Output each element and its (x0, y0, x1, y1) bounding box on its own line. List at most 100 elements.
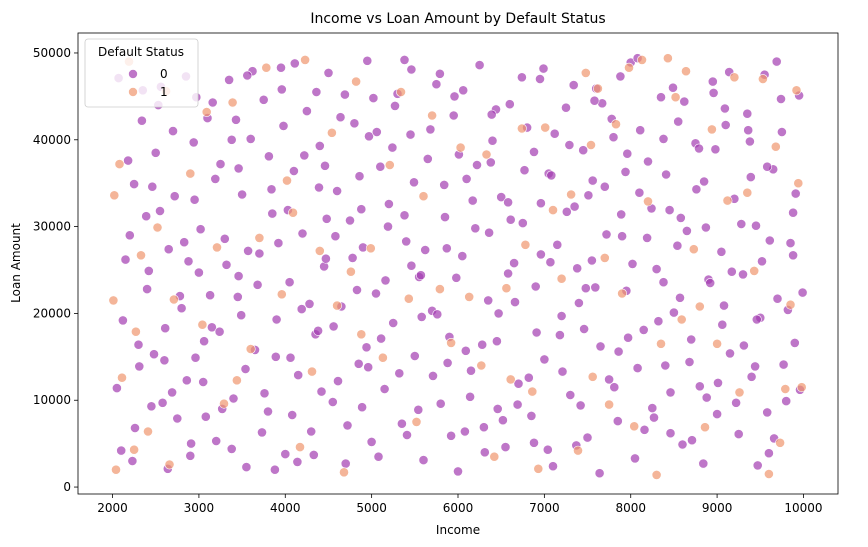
data-point-series-0 (460, 345, 471, 356)
data-point-series-0 (477, 339, 488, 350)
x-axis: 2000 3000 4000 5000 6000 7000 8000 9000 10000 (97, 494, 823, 515)
data-point-series-1 (356, 329, 367, 340)
data-point-series-0 (231, 114, 241, 125)
data-point-series-0 (188, 137, 199, 148)
data-point-series-1 (282, 175, 292, 186)
data-point-series-0 (200, 411, 211, 422)
data-point-series-0 (136, 115, 147, 126)
data-point-series-0 (716, 246, 727, 257)
data-point-series-0 (601, 229, 612, 240)
data-point-series-0 (579, 324, 589, 334)
data-point-series-0 (510, 297, 520, 307)
x-tick-label: 6000 (443, 501, 474, 515)
data-point-series-0 (555, 330, 565, 340)
data-point-series-0 (297, 228, 308, 239)
data-point-series-0 (416, 311, 427, 322)
data-point-series-1 (455, 142, 466, 153)
data-point-series-0 (638, 324, 649, 335)
data-point-series-0 (284, 277, 295, 288)
x-tick-label: 7000 (529, 501, 560, 515)
data-point-series-1 (791, 85, 802, 96)
data-point-series-0 (157, 397, 168, 408)
data-point-series-1 (351, 76, 361, 87)
data-point-series-1 (793, 178, 804, 189)
data-point-series-0 (733, 429, 744, 439)
data-point-series-0 (285, 352, 296, 363)
data-point-series-0 (380, 275, 391, 286)
data-point-series-0 (664, 205, 675, 215)
data-point-series-0 (583, 190, 594, 201)
data-point-series-0 (267, 208, 278, 219)
data-point-series-0 (226, 134, 237, 145)
data-point-series-1 (700, 422, 710, 433)
data-point-series-0 (457, 251, 468, 261)
data-point-series-0 (653, 316, 664, 327)
data-point-series-0 (742, 108, 753, 119)
data-point-series-0 (710, 144, 721, 155)
data-point-series-0 (568, 80, 579, 90)
data-point-series-0 (582, 432, 593, 443)
data-point-series-1 (556, 273, 567, 284)
data-point-series-0 (420, 245, 431, 255)
data-point-series-1 (164, 459, 175, 470)
data-point-series-0 (750, 361, 760, 372)
data-point-series-0 (642, 232, 652, 243)
data-point-series-0 (347, 252, 358, 263)
data-point-series-0 (630, 453, 640, 464)
data-point-series-0 (278, 121, 289, 131)
data-point-series-0 (147, 181, 158, 192)
data-point-series-0 (215, 159, 226, 169)
data-point-series-0 (362, 55, 373, 66)
data-point-series-1 (694, 301, 705, 312)
data-point-series-1 (231, 375, 242, 386)
data-point-series-0 (432, 309, 443, 320)
data-point-series-0 (232, 291, 243, 302)
data-point-series-0 (623, 332, 633, 343)
data-point-series-0 (271, 314, 282, 325)
data-point-series-0 (195, 224, 206, 235)
data-point-series-0 (673, 116, 684, 127)
data-point-series-0 (719, 300, 729, 311)
data-point-series-1 (108, 295, 119, 306)
data-point-series-1 (796, 382, 807, 393)
data-point-series-0 (356, 204, 367, 215)
y-tick-label: 40000 (33, 133, 71, 147)
data-point-series-0 (561, 102, 571, 113)
data-point-series-0 (168, 126, 178, 137)
data-point-series-0 (399, 210, 410, 221)
data-point-series-0 (415, 270, 426, 281)
data-point-series-0 (383, 221, 393, 232)
data-point-series-0 (529, 437, 539, 448)
data-point-series-1 (411, 416, 422, 427)
data-point-series-0 (546, 170, 557, 181)
data-point-series-0 (764, 448, 774, 459)
data-point-series-0 (589, 95, 600, 106)
data-point-series-0 (207, 97, 218, 108)
data-point-series-0 (517, 72, 527, 83)
data-point-series-1 (339, 467, 349, 478)
data-point-series-0 (263, 406, 273, 417)
data-point-series-0 (442, 357, 453, 368)
data-point-series-1 (332, 300, 342, 311)
data-point-series-0 (789, 337, 800, 348)
x-tick-label: 8000 (615, 501, 646, 515)
data-point-series-1 (288, 207, 298, 218)
data-point-series-0 (725, 348, 735, 359)
chart-title: Income vs Loan Amount by Default Status (310, 11, 605, 27)
data-point-series-0 (503, 268, 513, 279)
x-tick-label: 3000 (184, 501, 215, 515)
data-point-series-0 (224, 75, 234, 85)
data-point-series-0 (512, 399, 523, 410)
data-point-series-0 (118, 315, 128, 326)
data-point-series-0 (167, 387, 177, 398)
data-point-series-0 (717, 319, 728, 330)
data-point-series-0 (320, 160, 330, 171)
data-point-series-0 (509, 258, 519, 268)
data-point-series-0 (439, 179, 450, 190)
data-point-series-0 (535, 74, 545, 84)
data-point-series-1 (785, 299, 796, 310)
data-point-series-0 (316, 386, 327, 397)
data-point-series-0 (788, 250, 798, 261)
data-point-series-0 (500, 442, 511, 452)
data-point-series-0 (712, 409, 722, 419)
